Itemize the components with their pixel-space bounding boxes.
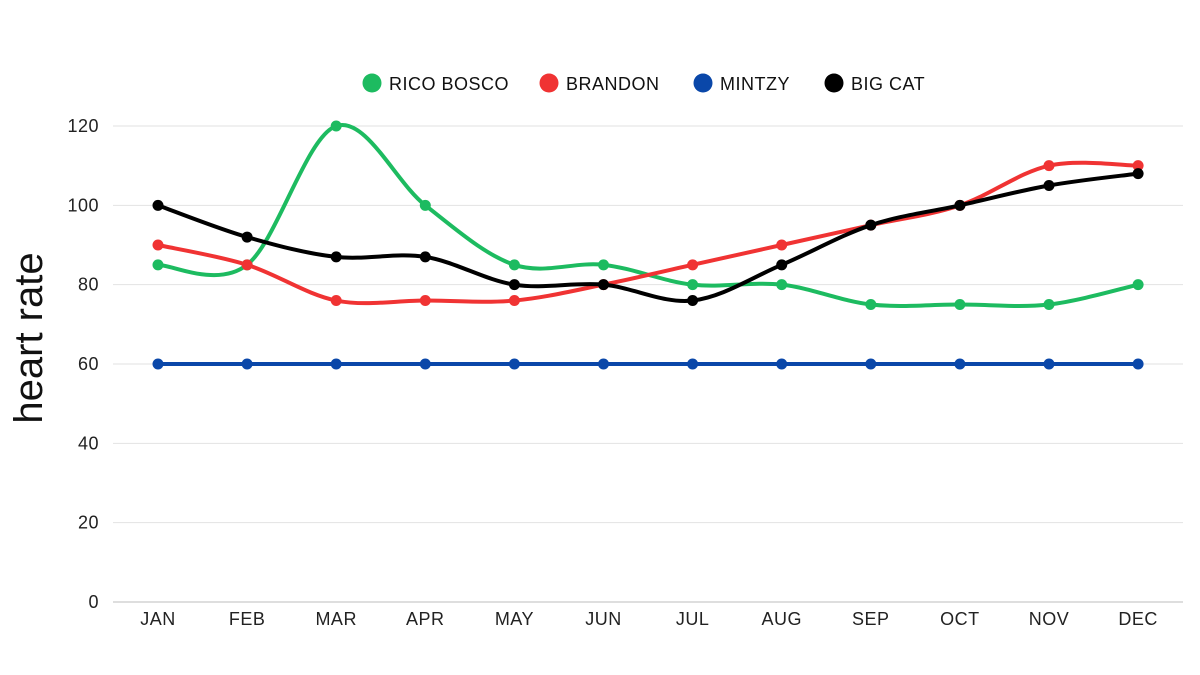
y-tick-label: 80 — [78, 275, 99, 295]
series-lines — [152, 120, 1144, 370]
data-point — [954, 199, 966, 211]
data-point — [152, 259, 164, 271]
y-tick-label: 60 — [78, 354, 99, 374]
legend-marker — [824, 73, 844, 93]
legend-label: RICO BOSCO — [389, 74, 509, 94]
data-point — [776, 358, 788, 370]
data-point — [598, 358, 609, 370]
y-tick-label: 20 — [78, 513, 99, 533]
data-point — [508, 358, 520, 370]
x-tick-label: FEB — [229, 609, 266, 629]
data-point — [508, 259, 520, 271]
data-point — [419, 358, 431, 370]
y-axis-label: heart rate — [7, 252, 51, 423]
series-brandon — [152, 160, 1144, 307]
x-tick-label: DEC — [1118, 609, 1158, 629]
legend-marker — [693, 73, 713, 93]
y-tick-label: 100 — [67, 195, 99, 215]
legend-item: BIG CAT — [824, 73, 925, 94]
legend: RICO BOSCO BRANDON MINTZY BIG CAT — [362, 73, 925, 94]
data-point — [330, 295, 342, 307]
x-tick-label: APR — [406, 609, 445, 629]
y-tick-label: 120 — [67, 116, 99, 136]
data-point — [776, 259, 788, 271]
data-point — [152, 358, 164, 370]
y-tick-label: 0 — [88, 592, 99, 612]
data-point — [330, 120, 342, 132]
legend-item: BRANDON — [539, 73, 660, 94]
data-point — [241, 358, 253, 370]
data-point — [241, 259, 253, 271]
legend-label: MINTZY — [720, 74, 790, 94]
data-point — [508, 295, 520, 307]
data-point — [1132, 358, 1144, 370]
data-point — [419, 199, 431, 211]
data-point — [687, 279, 699, 291]
data-point — [241, 231, 253, 243]
data-point — [508, 279, 520, 291]
legend-label: BIG CAT — [851, 74, 925, 94]
data-point — [598, 259, 609, 271]
series-line — [156, 123, 1141, 308]
data-point — [152, 239, 164, 251]
data-point — [954, 299, 966, 310]
legend-label: BRANDON — [566, 74, 660, 94]
data-point — [687, 295, 699, 307]
legend-marker — [362, 73, 382, 93]
x-tick-label: SEP — [852, 609, 890, 629]
data-point — [330, 251, 342, 263]
data-point — [1043, 180, 1055, 191]
x-tick-label: OCT — [940, 609, 980, 629]
x-tick-label: JUL — [676, 609, 710, 629]
data-point — [1132, 168, 1144, 180]
data-point — [776, 239, 788, 251]
data-point — [865, 219, 877, 231]
data-point — [776, 279, 788, 291]
data-point — [687, 358, 699, 370]
series-line — [156, 160, 1141, 306]
y-axis-ticks: 0 20 40 60 80 100 120 — [67, 116, 99, 612]
series-mintzy — [152, 358, 1144, 370]
x-tick-label: AUG — [761, 609, 802, 629]
data-point — [865, 358, 877, 370]
y-tick-label: 40 — [78, 433, 99, 453]
data-point — [1043, 299, 1055, 310]
data-point — [954, 358, 966, 370]
x-tick-label: MAY — [495, 609, 534, 629]
x-tick-label: JUN — [585, 609, 622, 629]
data-point — [330, 358, 342, 370]
x-axis-ticks: JAN FEB MAR APR MAY JUN JUL AUG SEP OCT NOV DEC — [140, 609, 1158, 629]
x-tick-label: JAN — [140, 609, 176, 629]
x-tick-label: MAR — [315, 609, 357, 629]
data-point — [1043, 358, 1055, 370]
x-tick-label: NOV — [1029, 609, 1070, 629]
legend-item: RICO BOSCO — [362, 73, 509, 94]
data-point — [1132, 279, 1144, 291]
data-point — [865, 299, 877, 310]
data-point — [419, 295, 431, 307]
data-point — [152, 199, 164, 211]
data-point — [1043, 160, 1055, 172]
series-big-cat — [152, 168, 1144, 307]
legend-item: MINTZY — [693, 73, 790, 94]
data-point — [598, 279, 609, 291]
data-point — [1132, 160, 1144, 172]
legend-marker — [539, 73, 559, 93]
series-line — [156, 171, 1141, 303]
series-rico-bosco — [152, 120, 1144, 310]
data-point — [419, 251, 431, 263]
data-point — [687, 259, 699, 271]
